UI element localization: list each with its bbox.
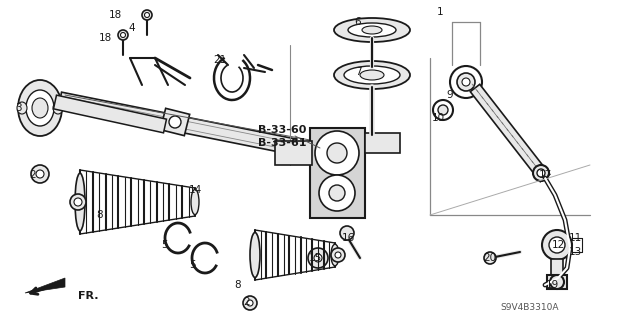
Circle shape — [450, 66, 482, 98]
Circle shape — [31, 165, 49, 183]
Ellipse shape — [18, 80, 62, 136]
Ellipse shape — [191, 189, 199, 215]
Circle shape — [542, 230, 572, 260]
Polygon shape — [161, 108, 189, 136]
Ellipse shape — [334, 61, 410, 89]
Ellipse shape — [334, 18, 410, 42]
Text: B-33-61: B-33-61 — [258, 138, 307, 148]
Text: 14: 14 — [188, 185, 202, 195]
Circle shape — [145, 12, 150, 18]
Text: 18: 18 — [99, 33, 111, 43]
Circle shape — [247, 300, 253, 306]
Text: S9V4B3310A: S9V4B3310A — [500, 303, 559, 313]
Circle shape — [314, 254, 322, 262]
Ellipse shape — [17, 102, 27, 114]
Circle shape — [36, 170, 44, 178]
Polygon shape — [54, 95, 166, 133]
Circle shape — [319, 175, 355, 211]
Text: 6: 6 — [355, 17, 362, 27]
Text: FR.: FR. — [78, 291, 99, 301]
Circle shape — [315, 131, 359, 175]
Polygon shape — [58, 92, 296, 155]
Ellipse shape — [348, 23, 396, 37]
Circle shape — [533, 165, 549, 181]
Ellipse shape — [360, 70, 384, 80]
Text: B-33-60: B-33-60 — [258, 125, 307, 135]
Circle shape — [433, 100, 453, 120]
Circle shape — [537, 169, 545, 177]
Text: 5: 5 — [189, 260, 195, 270]
Ellipse shape — [250, 233, 260, 278]
Circle shape — [438, 105, 448, 115]
Text: 3: 3 — [15, 103, 21, 113]
Circle shape — [550, 275, 564, 289]
Text: 16: 16 — [341, 233, 355, 243]
Ellipse shape — [362, 26, 382, 34]
Ellipse shape — [26, 90, 54, 126]
Text: 8: 8 — [235, 280, 241, 290]
Text: 4: 4 — [129, 23, 135, 33]
Polygon shape — [551, 259, 563, 275]
Circle shape — [462, 78, 470, 86]
Text: 21: 21 — [213, 55, 227, 65]
Text: 5: 5 — [162, 240, 168, 250]
Polygon shape — [470, 84, 550, 182]
Circle shape — [74, 198, 82, 206]
Circle shape — [549, 237, 565, 253]
Text: 18: 18 — [108, 10, 122, 20]
Circle shape — [70, 194, 86, 210]
Ellipse shape — [344, 66, 400, 84]
Circle shape — [243, 296, 257, 310]
Circle shape — [329, 185, 345, 201]
Text: 8: 8 — [97, 210, 103, 220]
Ellipse shape — [75, 173, 85, 231]
Text: 12: 12 — [552, 240, 564, 250]
Circle shape — [327, 143, 347, 163]
Polygon shape — [310, 128, 365, 218]
Circle shape — [340, 226, 354, 240]
Ellipse shape — [32, 98, 48, 118]
Circle shape — [484, 252, 496, 264]
Ellipse shape — [331, 244, 339, 266]
Circle shape — [335, 252, 341, 258]
Text: 11: 11 — [568, 233, 582, 243]
Ellipse shape — [53, 102, 63, 114]
Polygon shape — [365, 133, 400, 153]
Text: 17: 17 — [538, 170, 552, 180]
Text: 19: 19 — [545, 280, 559, 290]
Text: 13: 13 — [568, 247, 582, 257]
Text: 9: 9 — [447, 90, 453, 100]
Text: 1: 1 — [436, 7, 444, 17]
Circle shape — [120, 33, 125, 38]
Text: 10: 10 — [431, 113, 445, 123]
Circle shape — [169, 116, 181, 128]
Text: 20: 20 — [483, 253, 497, 263]
Text: 7: 7 — [355, 67, 362, 77]
Circle shape — [118, 30, 128, 40]
Polygon shape — [275, 141, 312, 165]
Polygon shape — [547, 275, 567, 289]
Circle shape — [142, 10, 152, 20]
Polygon shape — [25, 278, 65, 293]
Circle shape — [457, 73, 475, 91]
Circle shape — [331, 248, 345, 262]
Text: 2: 2 — [244, 297, 250, 307]
Text: 2: 2 — [29, 170, 36, 180]
Text: 15: 15 — [308, 253, 322, 263]
Circle shape — [308, 248, 328, 268]
